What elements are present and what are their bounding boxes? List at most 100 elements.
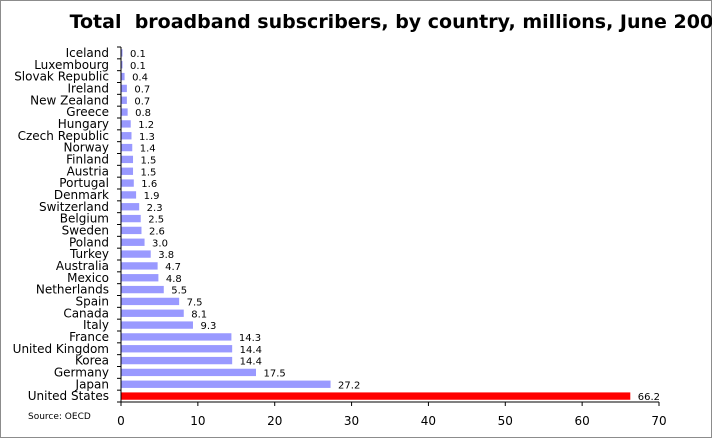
bar [121, 274, 159, 282]
data-label: 17.5 [264, 368, 286, 379]
data-label: 0.7 [134, 84, 150, 95]
bar [121, 368, 256, 377]
x-tick-label: 10 [190, 414, 205, 428]
category-label: Japan [75, 377, 109, 391]
data-label: 1.9 [144, 191, 160, 202]
data-label: 0.4 [132, 73, 148, 84]
category-label: France [69, 330, 109, 344]
category-label: Korea [75, 354, 109, 368]
bar [121, 250, 151, 258]
data-label: 2.6 [149, 226, 165, 237]
category-label: Portugal [59, 176, 109, 190]
category-label: Germany [54, 365, 109, 379]
chart-title: Total broadband subscribers, by country,… [69, 11, 712, 33]
data-label: 2.5 [148, 215, 164, 226]
bar [121, 203, 140, 211]
category-label: Czech Republic [18, 129, 109, 143]
category-label: Canada [63, 306, 109, 320]
bar [121, 356, 233, 365]
x-tick-label: 0 [117, 414, 125, 428]
source-note: Source: OECD [28, 412, 91, 422]
category-label: Greece [66, 105, 109, 119]
category-label: Netherlands [36, 283, 109, 297]
category-label: Norway [63, 141, 109, 155]
category-label: Sweden [62, 223, 109, 237]
bar [121, 72, 125, 81]
bar [121, 108, 128, 116]
category-label: United Kingdom [13, 342, 109, 356]
x-tick-label: 60 [575, 414, 590, 428]
data-label: 3.0 [152, 238, 168, 249]
bar [121, 191, 137, 199]
data-label: 0.8 [135, 108, 151, 119]
x-tick-label: 20 [267, 414, 282, 428]
bar [121, 226, 142, 235]
bar [121, 143, 133, 152]
data-label: 0.7 [134, 96, 150, 107]
data-label: 0.1 [130, 49, 146, 60]
data-label: 1.2 [138, 120, 154, 131]
category-label: Austria [67, 164, 109, 178]
category-label: Belgium [60, 212, 109, 226]
data-label: 1.6 [141, 179, 157, 190]
category-label: Australia [56, 259, 109, 273]
category-label: New Zealand [30, 93, 109, 107]
bar [121, 179, 134, 187]
data-label: 2.3 [147, 203, 163, 214]
data-label: 7.5 [187, 297, 203, 308]
x-tick-label: 30 [344, 414, 359, 428]
category-label: Poland [69, 235, 109, 249]
bar [121, 285, 164, 294]
data-label: 1.3 [139, 132, 155, 143]
data-label: 5.5 [171, 286, 187, 297]
data-label: 14.4 [240, 345, 262, 356]
bar [121, 84, 127, 93]
bar [121, 380, 331, 388]
bar [121, 345, 233, 353]
data-label: 14.4 [240, 357, 262, 368]
category-label: Finland [66, 152, 109, 166]
bar [121, 132, 132, 140]
data-label: 8.1 [191, 309, 207, 320]
bar [121, 392, 631, 400]
bar [121, 309, 184, 317]
data-label: 4.7 [165, 262, 181, 273]
x-tick-label: 40 [421, 414, 436, 428]
category-label: Iceland [66, 46, 109, 60]
data-label: 1.5 [141, 167, 157, 178]
data-label: 3.8 [158, 250, 174, 261]
category-label: Luxembourg [34, 58, 109, 72]
bar [121, 167, 134, 175]
data-label: 4.8 [166, 274, 182, 285]
bar [121, 96, 127, 104]
category-label: Hungary [58, 117, 109, 131]
data-label: 66.2 [638, 392, 660, 403]
bar [121, 61, 123, 69]
category-label: Ireland [67, 81, 109, 95]
category-label: Turkey [69, 247, 109, 261]
bar [121, 297, 180, 306]
x-tick-label: 70 [651, 414, 666, 428]
bar [121, 214, 141, 223]
bar [121, 262, 158, 270]
category-label: Italy [83, 318, 109, 332]
data-label: 9.3 [200, 321, 216, 332]
category-label: Slovak Republic [14, 70, 109, 84]
bar [121, 321, 193, 329]
bar [121, 333, 232, 341]
category-label: Spain [75, 294, 109, 308]
category-label: Mexico [67, 271, 109, 285]
x-tick-label: 50 [498, 414, 513, 428]
data-label: 0.1 [130, 61, 146, 72]
data-label: 1.4 [140, 144, 156, 155]
category-label: Switzerland [39, 200, 109, 214]
category-label: Denmark [54, 188, 109, 202]
bar [121, 238, 145, 246]
category-label: United States [28, 389, 109, 403]
bar [121, 120, 131, 128]
bar [121, 49, 123, 57]
data-label: 27.2 [338, 380, 360, 391]
data-label: 1.5 [141, 155, 157, 166]
